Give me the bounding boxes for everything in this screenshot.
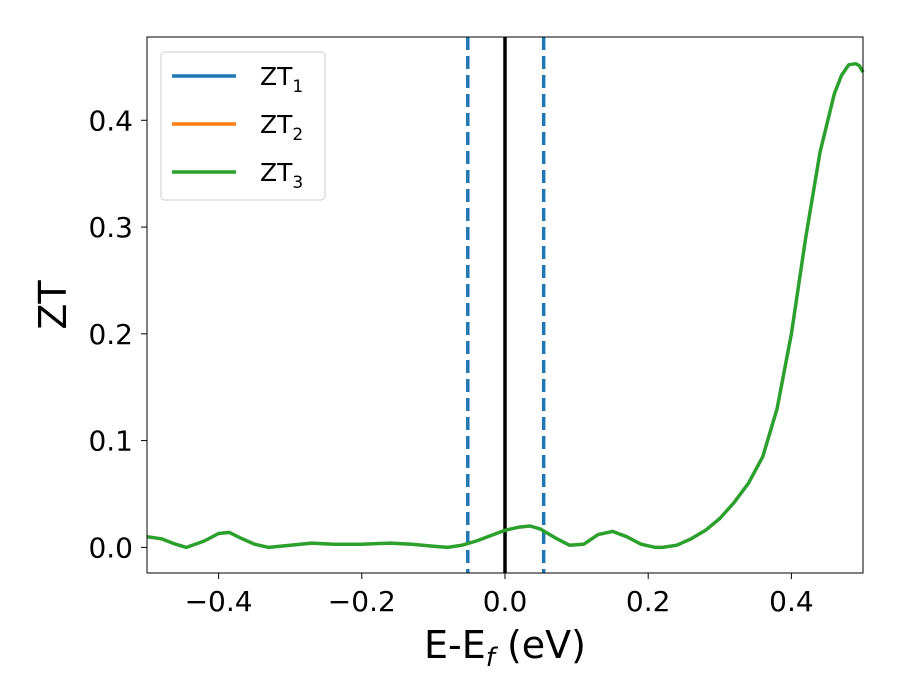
x-tick-label: 0.4 [769, 585, 814, 618]
legend-label-2: ZT2 [260, 110, 303, 145]
x-tick-label: −0.4 [185, 585, 253, 618]
series-lines [146, 61, 865, 550]
x-tick-label: 0.0 [483, 585, 528, 618]
legend-label-3: ZT3 [260, 158, 303, 193]
reference-lines [466, 37, 546, 573]
x-tick-label: −0.2 [328, 585, 396, 618]
y-axis-label: ZT [31, 280, 75, 330]
legend-label-1: ZT1 [260, 62, 303, 97]
x-tick-label: 0.2 [626, 585, 671, 618]
legend: ZT1 ZT2 ZT3 [160, 51, 326, 201]
legend-box [160, 51, 326, 201]
x-axis-label-unit: (eV) [495, 623, 586, 667]
y-tick-label: 0.4 [88, 104, 133, 137]
y-tick-label: 0.2 [88, 318, 133, 351]
series-line-3 [146, 61, 865, 550]
x-axis-label: E-Ef (eV) [424, 623, 586, 673]
x-axis-ticks: −0.4 −0.2 0.0 0.2 0.4 [185, 573, 814, 618]
y-tick-label: 0.1 [88, 425, 133, 458]
y-tick-label: 0.0 [88, 531, 133, 564]
y-tick-label: 0.3 [88, 211, 133, 244]
y-axis-ticks: 0.0 0.1 0.2 0.3 0.4 [88, 104, 147, 564]
